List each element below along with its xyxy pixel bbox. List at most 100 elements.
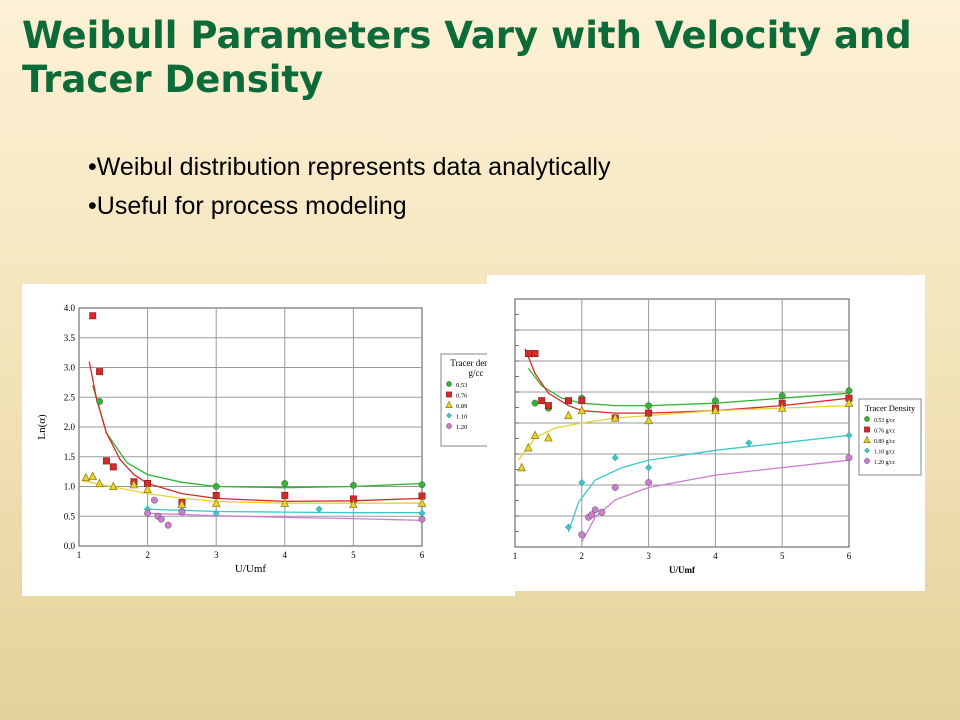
chart1-x-tick-label: 1 — [77, 550, 82, 560]
chart1-point-1-20 — [151, 496, 158, 504]
chart-ln-alpha-svg: 1 2 3 4 5 6 0.0 0.5 1.0 1.5 2.0 2.5 3.0 3.5 4.0 U/Umf Ln… — [36, 303, 512, 575]
chart1-y-tick-label: 3.5 — [64, 333, 76, 343]
chart2-point-1-20-g-cc — [645, 479, 653, 486]
chart2-legend-label-1-10-g-cc: 1.10 g/cc — [874, 450, 896, 456]
chart2-point-0-89-g-cc — [564, 410, 573, 420]
chart1-legend-label-0-89: 0.89 — [456, 403, 467, 410]
chart2-fit-line-0-53-g-cc — [527, 368, 850, 407]
chart2-point-0-89-g-cc — [844, 398, 854, 407]
chart2-x-tick-label: 6 — [847, 551, 852, 561]
chart2-point-1-10-g-cc — [578, 478, 586, 487]
chart2-point-1-20-g-cc — [845, 454, 853, 462]
chart1-fit-line-1-20 — [147, 512, 423, 522]
chart1-legend-label-1-20: 1.20 — [456, 424, 467, 431]
chart1-legend-marker-0-89 — [445, 400, 453, 408]
chart2-point-1-10-g-cc — [745, 439, 753, 447]
chart1-point-0-53 — [96, 397, 104, 405]
chart2-legend-label-0-76-g-cc: 0.76 g/cc — [874, 429, 896, 435]
chart2-point-0-89-g-cc — [610, 413, 620, 422]
chart1-point-0-53 — [418, 481, 426, 489]
chart1-point-0-89 — [143, 484, 152, 494]
chart1-legend-label-1-10: 1.10 — [456, 414, 467, 421]
chart2-point-1-20-g-cc — [591, 506, 599, 514]
chart1-point-1-20 — [144, 509, 152, 517]
chart2-point-0-53-g-cc — [845, 387, 853, 395]
chart1-point-0-53 — [281, 480, 289, 487]
chart2-legend-marker-0-89-g-cc — [863, 435, 871, 443]
chart1-fit-line-0-89 — [82, 479, 422, 504]
chart2-legend-label-0-89-g-cc: 0.89 g/cc — [874, 439, 896, 445]
chart2-point-0-76-g-cc — [544, 402, 552, 410]
chart1-legend-marker-1-10 — [446, 412, 452, 419]
chart1-point-0-76 — [89, 312, 97, 320]
chart2-x-tick-label: 4 — [713, 551, 718, 561]
chart2-point-0-89-g-cc — [577, 405, 587, 415]
bullet-item: Weibul distribution represents data anal… — [88, 148, 611, 187]
chart2-point-0-89-g-cc — [777, 403, 787, 412]
chart-second-svg: 1 2 3 4 5 6 U/Umf Tracer Density 0.53 g/cc 0.76 g… — [513, 298, 922, 575]
chart1-y-tick-label: 1.0 — [64, 482, 76, 492]
chart2-point-0-89-g-cc — [524, 442, 533, 452]
chart1-point-0-76 — [96, 368, 104, 376]
chart1-point-0-89 — [95, 478, 104, 488]
chart2-point-0-53-g-cc — [531, 399, 539, 407]
chart2-point-1-20-g-cc — [578, 531, 586, 539]
chart1-point-0-89 — [211, 498, 221, 507]
chart2-legend-marker-1-20-g-cc — [864, 458, 870, 464]
chart1-point-1-20 — [178, 508, 186, 516]
chart2-point-1-20-g-cc — [598, 508, 606, 516]
chart1-y-axis-label: Ln(α) — [36, 414, 48, 440]
chart1-legend-marker-0-53 — [446, 381, 452, 387]
chart1-point-0-89 — [129, 479, 139, 489]
chart2-point-0-53-g-cc — [645, 402, 653, 410]
chart1-x-axis-label: U/Umf — [235, 563, 267, 575]
chart2-x-tick-label: 1 — [513, 551, 518, 561]
chart2-point-0-89-g-cc — [711, 405, 720, 415]
chart1-point-0-76 — [281, 491, 289, 499]
chart1-x-tick-label: 3 — [214, 550, 219, 560]
chart2-fit-line-1-20-g-cc — [581, 459, 850, 543]
chart2-legend-title: Tracer Density — [865, 403, 916, 413]
chart2-legend-marker-0-76-g-cc — [864, 426, 870, 433]
chart2-point-0-53-g-cc — [711, 397, 719, 405]
chart2-point-0-76-g-cc — [645, 409, 653, 417]
chart1-legend-label-0-76: 0.76 — [456, 393, 468, 400]
chart1-point-1-10 — [212, 509, 220, 517]
chart1-fit-line-1-10 — [144, 508, 422, 514]
chart2-point-0-89-g-cc — [517, 462, 526, 472]
chart1-point-0-76 — [102, 457, 110, 465]
chart2-point-1-10-g-cc — [564, 523, 572, 531]
chart1-legend-marker-0-76 — [446, 391, 452, 398]
chart1-legend-title: g/cc — [469, 368, 484, 378]
chart1-x-tick-label: 5 — [351, 550, 356, 560]
chart2-point-0-76-g-cc — [578, 397, 586, 405]
chart2-point-0-89-g-cc — [544, 432, 553, 442]
bullet-list: Weibul distribution represents data anal… — [88, 148, 611, 226]
chart2-point-0-89-g-cc — [530, 430, 540, 439]
chart1-x-tick-label: 4 — [283, 550, 288, 560]
bullet-item: Useful for process modeling — [88, 187, 610, 226]
chart2-point-0-76-g-cc — [564, 397, 572, 405]
slide-title: Weibull Parameters Vary with Velocity an… — [22, 14, 912, 101]
chart1-legend-marker-1-20 — [446, 423, 452, 429]
chart2-legend-label-0-53-g-cc: 0.53 g/cc — [874, 418, 896, 424]
chart1-fit-line-0-53 — [92, 385, 423, 489]
chart1-point-0-89 — [280, 498, 290, 507]
chart2-point-1-10-g-cc — [845, 431, 853, 439]
chart1-point-0-89 — [109, 481, 118, 491]
chart2-point-0-76-g-cc — [531, 350, 539, 358]
chart1-y-tick-label: 1.5 — [64, 452, 76, 462]
chart2-point-0-76-g-cc — [524, 350, 532, 358]
chart2-point-1-20-g-cc — [588, 511, 596, 519]
chart-second: 1 2 3 4 5 6 U/Umf Tracer Density 0.53 g/cc 0.76 g… — [487, 275, 925, 591]
chart1-point-0-76 — [212, 491, 220, 499]
chart2-point-0-76-g-cc — [538, 397, 546, 405]
chart2-legend-marker-0-53-g-cc — [864, 416, 870, 422]
chart2-point-1-20-g-cc — [611, 484, 619, 491]
chart1-point-0-53 — [212, 483, 220, 490]
chart1-point-0-89 — [417, 498, 427, 507]
chart2-point-1-10-g-cc — [645, 464, 653, 472]
chart1-legend-label-0-53: 0.53 — [456, 382, 467, 389]
chart2-legend-label-1-20-g-cc: 1.20 g/cc — [874, 460, 896, 466]
chart2-legend-marker-1-10-g-cc — [864, 447, 870, 454]
